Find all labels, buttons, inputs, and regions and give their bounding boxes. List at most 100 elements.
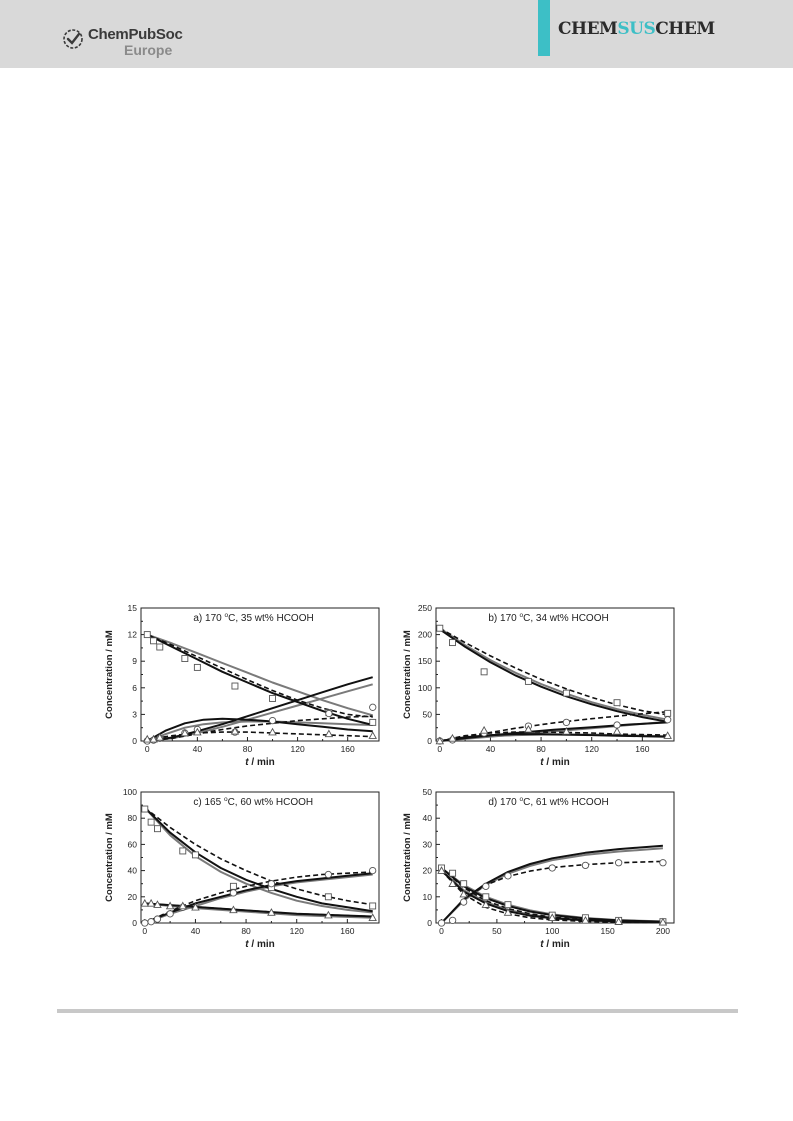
y-tick-label: 10	[423, 892, 433, 902]
model-curve-dashed-2	[440, 870, 663, 924]
data-point-triangle	[368, 913, 377, 922]
y-tick-label: 250	[418, 603, 432, 613]
publisher-logo-icon	[63, 29, 83, 49]
data-point-triangle	[191, 902, 200, 911]
data-point-square	[143, 631, 151, 639]
x-tick-label: 120	[290, 926, 304, 936]
data-point-triangle	[547, 913, 557, 922]
y-tick-label: 0	[427, 918, 432, 928]
x-axis-label: t / min	[540, 757, 569, 768]
model-curve-dashed-2	[144, 902, 373, 918]
data-point-triangle	[140, 898, 150, 907]
data-point-square	[324, 893, 332, 901]
journal-title-part3: CHEM	[655, 19, 715, 39]
data-point-square	[449, 639, 456, 647]
data-point-square	[449, 869, 457, 877]
y-tick-label: 12	[128, 630, 138, 640]
data-point-triangle	[663, 731, 672, 739]
data-point-circle	[460, 898, 468, 906]
data-point-square	[193, 663, 201, 671]
x-tick-label: 160	[635, 744, 649, 754]
publisher-region: Europe	[124, 42, 173, 58]
y-axis-label: Concentration / mM	[104, 630, 115, 719]
x-axis-label: t / min	[245, 939, 274, 950]
data-point-triangle	[448, 733, 457, 742]
model-curve-dashed-1	[440, 860, 663, 924]
data-point-square	[181, 655, 189, 662]
footer-divider	[57, 1009, 738, 1013]
x-tick-label: 120	[585, 744, 599, 754]
x-tick-label: 0	[142, 926, 147, 936]
data-point-circle	[548, 864, 556, 872]
y-axis-label: Concentration / mM	[402, 813, 413, 902]
y-tick-label: 15	[128, 603, 138, 613]
data-point-triangle	[229, 905, 238, 914]
data-point-square	[482, 893, 490, 901]
model-curve-black-0	[144, 806, 373, 913]
data-point-triangle	[165, 901, 175, 910]
data-point-triangle	[503, 908, 513, 916]
x-tick-label: 150	[600, 926, 614, 936]
model-curve-dashed-0	[146, 633, 373, 718]
page-header: ChemPubSoc Europe CHEMSUSCHEM	[0, 0, 793, 68]
data-point-circle	[369, 703, 377, 711]
data-point-circle	[369, 866, 377, 875]
y-tick-label: 9	[132, 656, 137, 666]
data-point-triangle	[268, 727, 277, 736]
data-point-square	[191, 851, 199, 859]
publisher-logo: ChemPubSoc Europe	[62, 24, 202, 64]
chart-title: d) 170 oC, 61 wt% HCOOH	[488, 796, 608, 808]
journal-title: CHEMSUSCHEM	[558, 19, 715, 39]
x-tick-label: 160	[341, 744, 355, 754]
data-point-triangle	[324, 729, 334, 738]
data-point-circle	[664, 716, 672, 724]
data-point-circle	[166, 910, 174, 918]
model-curve-black-0	[439, 628, 668, 723]
data-point-square	[369, 902, 377, 910]
data-point-circle	[141, 919, 149, 927]
data-point-square	[229, 882, 237, 890]
model-curve-dashed-2	[147, 731, 373, 740]
data-point-triangle	[581, 915, 590, 924]
model-curve-dashed-2	[439, 731, 668, 742]
data-point-circle	[448, 916, 457, 925]
y-tick-label: 60	[128, 839, 138, 849]
data-point-square	[269, 694, 276, 702]
x-axis-label: t / min	[245, 757, 274, 768]
model-curve-dashed-0	[439, 627, 668, 716]
data-point-circle	[504, 872, 512, 880]
y-tick-label: 3	[132, 709, 137, 719]
data-point-square	[141, 805, 149, 813]
model-curve-black-0	[440, 867, 663, 923]
model-curve-gray-0	[439, 627, 668, 721]
data-point-triangle	[459, 889, 468, 898]
y-tick-label: 20	[128, 892, 138, 902]
x-tick-label: 40	[191, 926, 201, 936]
x-tick-label: 200	[656, 926, 670, 936]
model-curve-gray-2	[146, 720, 373, 742]
data-point-triangle	[435, 736, 445, 745]
x-axis-label: t / min	[540, 939, 569, 950]
data-point-circle	[437, 919, 446, 927]
data-point-triangle	[193, 727, 202, 736]
data-point-square	[147, 818, 155, 826]
data-point-square	[504, 901, 512, 909]
model-curve-black-1	[440, 844, 663, 924]
chart-title: c) 165 oC, 60 wt% HCOOH	[193, 796, 313, 808]
y-tick-label: 40	[128, 866, 138, 876]
model-curve-dashed-0	[440, 867, 663, 923]
data-point-square	[369, 718, 377, 726]
model-curve-black-2	[439, 733, 668, 742]
data-point-square	[613, 699, 621, 707]
chart-title: b) 170 oC, 34 wt% HCOOH	[488, 612, 608, 624]
y-tick-label: 50	[423, 709, 433, 719]
journal-title-part1: CHEM	[558, 19, 618, 39]
x-tick-label: 160	[340, 926, 354, 936]
x-tick-label: 120	[290, 744, 304, 754]
data-point-square	[179, 847, 187, 855]
data-point-circle	[268, 716, 277, 725]
x-tick-label: 80	[243, 744, 253, 754]
data-point-triangle	[180, 728, 190, 737]
model-curve-black-0	[146, 633, 373, 726]
